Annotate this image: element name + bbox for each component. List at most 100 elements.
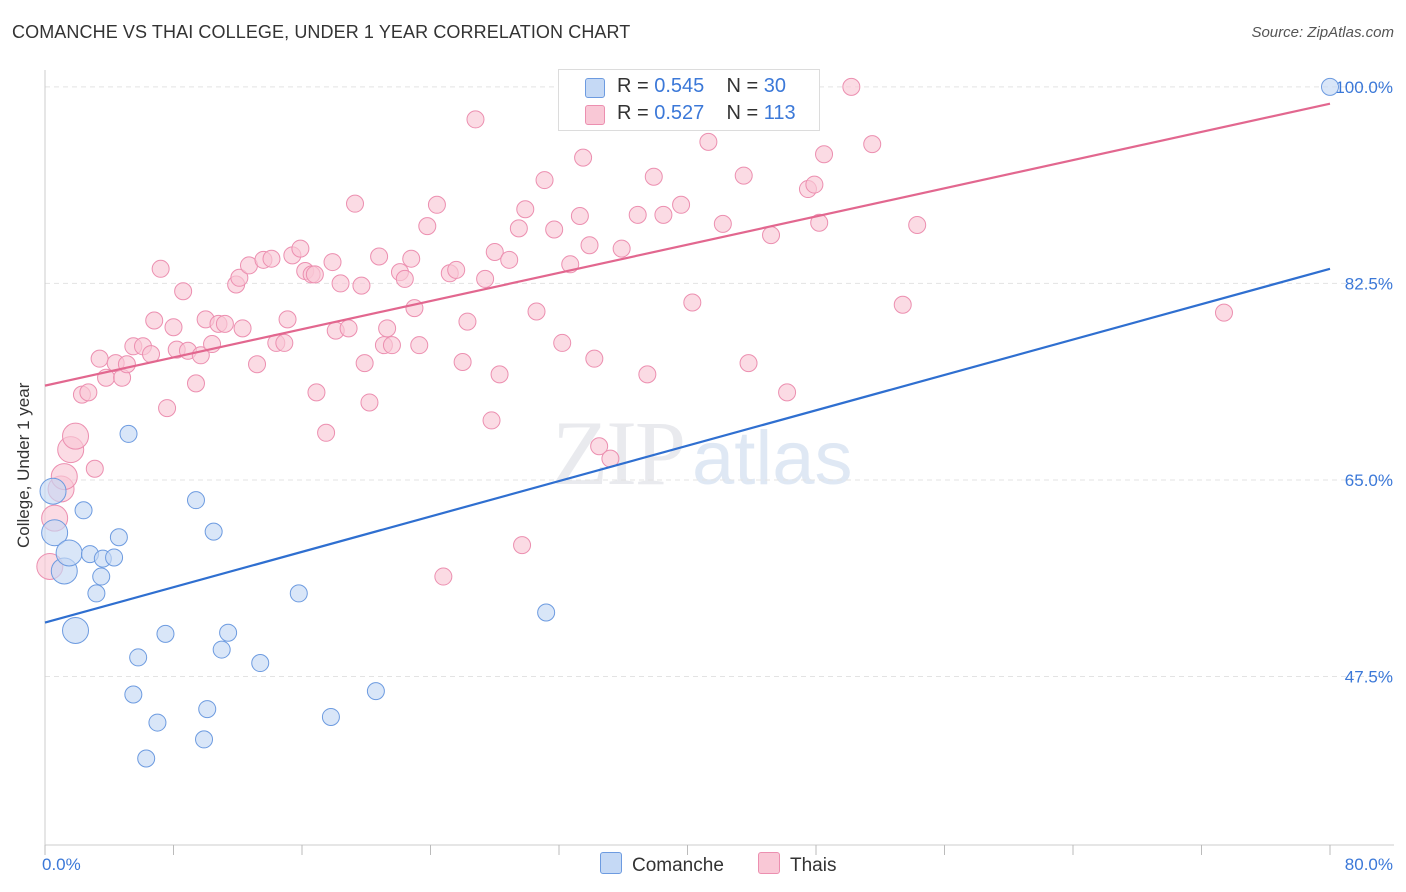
thais-point (230, 268, 249, 287)
comanche-n-label: N = (726, 75, 759, 97)
comanche-stats: R = 0.545 N = 30 (617, 75, 786, 98)
thais-point (509, 219, 528, 238)
thais-point (360, 393, 379, 412)
comanche-point (129, 648, 148, 667)
chart-title: COMANCHE VS THAI COLLEGE, UNDER 1 YEAR C… (12, 22, 631, 42)
thais-point (307, 383, 326, 402)
bottom-thais-swatch (758, 852, 780, 874)
thais-point (778, 383, 797, 402)
thais-point (553, 333, 572, 352)
comanche-point (195, 730, 214, 749)
comanche-trend-line (44, 267, 1331, 624)
thais-point (453, 353, 472, 372)
thais-point (339, 319, 358, 338)
thais-point (151, 259, 170, 278)
thais-n-label: N = (726, 102, 759, 124)
comanche-point (41, 519, 69, 547)
x-tick-label: 80.0% (1345, 855, 1393, 874)
comanche-point (366, 682, 385, 701)
thais-point (382, 336, 401, 355)
thais-point (490, 365, 509, 384)
thais-point (395, 269, 414, 288)
bottom-legend-thais: Thais (758, 852, 836, 877)
thais-point (612, 239, 631, 258)
comanche-r-label: R = (617, 75, 649, 97)
thais-point (275, 333, 294, 352)
source-label: Source: ZipAtlas.com (1251, 24, 1394, 41)
thais-point (447, 260, 466, 279)
comanche-point (109, 528, 128, 547)
thais-point (500, 250, 519, 269)
y-axis-title: College, Under 1 year (14, 382, 33, 548)
watermark: ZIP atlas (552, 400, 853, 506)
thais-stats: R = 0.527 N = 113 (617, 102, 796, 125)
thais-point (355, 354, 374, 373)
comanche-point (204, 522, 223, 541)
comanche-point (212, 640, 231, 659)
comanche-point (198, 700, 217, 719)
thais-point (418, 217, 437, 236)
bottom-thais-label: Thais (790, 855, 837, 876)
thais-point (331, 274, 350, 293)
thais-point (535, 171, 554, 190)
thais-point (805, 175, 824, 194)
thais-point (513, 536, 532, 555)
comanche-point (156, 624, 175, 643)
thais-point (370, 247, 389, 266)
thais-point (90, 349, 109, 368)
thais-point (317, 423, 336, 442)
thais-point (158, 399, 177, 418)
thais-point (713, 214, 732, 233)
thais-point (527, 302, 546, 321)
comanche-point (39, 477, 67, 505)
thais-point (174, 282, 193, 301)
bottom-comanche-swatch (600, 852, 622, 874)
thais-point (590, 437, 609, 456)
thais-point (402, 249, 421, 268)
comanche-point (1321, 77, 1339, 96)
thais-point (893, 295, 912, 314)
thais-point (1214, 303, 1233, 322)
thais-point (810, 213, 829, 232)
comanche-point (137, 749, 156, 768)
watermark-atlas: atlas (692, 416, 853, 501)
comanche-point (186, 491, 205, 510)
thais-point (908, 216, 927, 234)
thais-point (699, 132, 718, 151)
y-tick-label: 65.0% (1345, 471, 1393, 490)
thais-point (672, 195, 691, 214)
thais-point (85, 459, 104, 478)
comanche-point (87, 584, 106, 603)
y-tick-label: 100.0% (1335, 78, 1393, 97)
thais-point (739, 354, 758, 373)
thais-point (570, 207, 589, 226)
thais-point (291, 239, 310, 258)
comanche-r-value: 0.545 (654, 75, 705, 97)
thais-point (117, 355, 136, 374)
thais-point (346, 194, 365, 213)
comanche-point (74, 501, 93, 520)
bottom-comanche-label: Comanche (632, 855, 724, 876)
comanche-point (105, 548, 124, 567)
thais-n-value: 113 (763, 102, 796, 124)
comanche-point (251, 654, 270, 673)
thais-point (482, 411, 501, 430)
thais-swatch (585, 105, 605, 125)
thais-point (654, 205, 673, 224)
thais-point (485, 242, 504, 261)
thais-point (233, 319, 252, 338)
comanche-point (321, 707, 340, 726)
thais-point (585, 349, 604, 368)
thais-point (476, 269, 495, 288)
bottom-legend-comanche: Comanche (600, 852, 724, 877)
thais-point (580, 236, 599, 255)
thais-point (638, 365, 657, 384)
thais-point (427, 195, 446, 214)
thais-r-label: R = (617, 102, 649, 124)
comanche-point (55, 539, 83, 567)
thais-point (644, 167, 663, 186)
thais-point (434, 567, 453, 586)
thais-point (352, 276, 371, 295)
thais-point (466, 110, 485, 129)
